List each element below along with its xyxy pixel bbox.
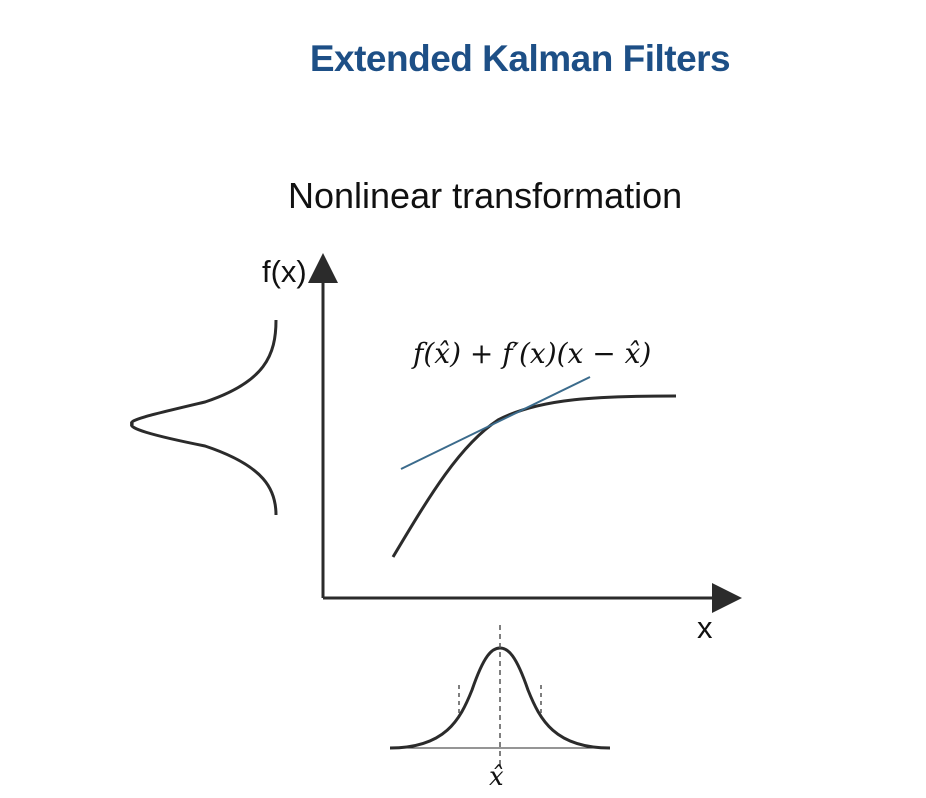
output-gaussian (130, 319, 278, 516)
y-axis-label: f(x) (262, 254, 307, 289)
slide-subtitle: Nonlinear transformation (288, 175, 683, 216)
slide-title: Extended Kalman Filters (309, 38, 731, 79)
nonlinear-curve (391, 394, 677, 558)
tangent-formula: f(x̂) + f′(x)(x − x̂) (411, 337, 651, 370)
mean-label: x̂ (489, 762, 504, 792)
tangent-line (400, 376, 591, 470)
x-axis-label: x (697, 610, 713, 645)
